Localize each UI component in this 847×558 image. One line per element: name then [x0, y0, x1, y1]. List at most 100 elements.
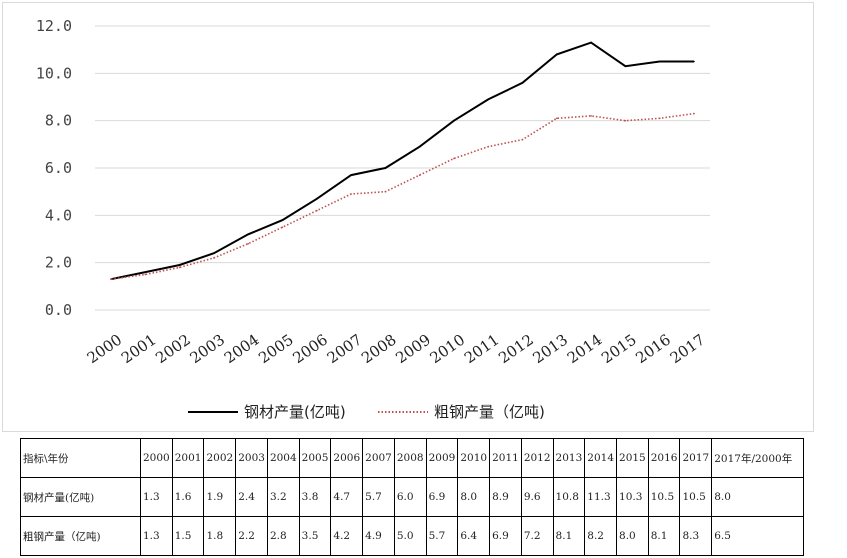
table-cell: 2002: [203, 438, 237, 478]
table-cell: 2001: [171, 438, 205, 478]
data-point-steel-products: [384, 167, 387, 169]
table-cell: 2017: [679, 438, 713, 478]
table-row: 粗钢产量（亿吨) 1.3 1.5 1.8 2.2 2.8 3.5 4.2 4.9 5.0 5.7 6.…: [20, 516, 805, 556]
data-point-crude-steel: [487, 145, 490, 148]
data-point-crude-steel: [384, 190, 387, 193]
data-point-steel-products: [521, 82, 524, 84]
data-table: 指标\年份 2000 2001 2002 2003 2004 2005 2006 2007 200…: [20, 438, 805, 556]
table-cell: 3.5: [298, 516, 332, 556]
table-cell: 2.2: [235, 516, 268, 556]
x-tick-label: 2006: [289, 331, 331, 368]
data-point-steel-products: [144, 271, 147, 273]
table-cell: 6.5: [711, 516, 805, 556]
table-cell: 2010: [457, 438, 491, 478]
table-cell: 2.8: [266, 516, 300, 556]
table-cell: 11.3: [584, 477, 618, 517]
table-cell: 8.0: [711, 477, 805, 517]
table-cell: 2012: [520, 438, 554, 478]
data-point-crude-steel: [213, 257, 215, 259]
y-tick-label: 0.0: [45, 301, 72, 319]
table-cell: 2013: [552, 438, 586, 478]
legend-label: 粗钢产量（亿吨): [434, 403, 545, 421]
data-point-crude-steel: [658, 117, 661, 120]
series-line-steel-products: [110, 41, 694, 281]
x-tick-label: 2002: [152, 331, 194, 368]
x-tick-label: 2004: [221, 331, 263, 368]
data-point-crude-steel: [590, 115, 592, 117]
table-cell: 2008: [393, 438, 427, 478]
table-cell: 6.9: [425, 477, 459, 517]
table-cell: 2011: [489, 438, 522, 478]
data-point-crude-steel: [624, 119, 627, 122]
table-cell: 钢材产量(亿吨): [20, 477, 141, 517]
table-cell: 3.2: [266, 477, 300, 517]
x-tick-label: 2008: [358, 331, 400, 368]
x-tick-label: 2005: [255, 331, 297, 368]
x-tick-label: 2003: [187, 331, 229, 368]
y-tick-label: 4.0: [45, 206, 72, 224]
table-cell: 8.3: [679, 516, 713, 556]
x-tick-label: 2012: [495, 331, 537, 368]
x-tick-label: 2007: [324, 331, 366, 368]
data-point-steel-products: [453, 119, 455, 122]
table-cell: 6.0: [393, 477, 427, 517]
y-tick-label: 8.0: [45, 112, 72, 130]
data-point-steel-products: [350, 174, 352, 176]
data-point-steel-products: [178, 264, 181, 266]
table-cell: 9.6: [520, 477, 554, 517]
data-point-steel-products: [556, 53, 558, 56]
table-cell: 2017年/2000年: [711, 438, 805, 478]
table-cell: 5.0: [393, 516, 427, 556]
table-cell: 2014: [584, 438, 618, 478]
data-point-steel-products: [315, 197, 318, 200]
data-point-steel-products: [658, 60, 661, 63]
table-cell: 8.1: [552, 516, 586, 556]
data-point-crude-steel: [693, 112, 695, 115]
table-cell: 10.8: [552, 477, 586, 517]
table-cell: 2003: [235, 438, 268, 478]
series-line-crude-steel: [110, 112, 695, 280]
x-tick-label: 2000: [84, 331, 126, 368]
table-cell: 10.5: [679, 477, 713, 517]
data-point-crude-steel: [281, 226, 284, 228]
data-point-crude-steel: [556, 117, 558, 120]
data-point-steel-products: [590, 41, 592, 44]
data-point-crude-steel: [315, 209, 318, 212]
data-point-steel-products: [213, 252, 215, 254]
table-cell: 1.3: [140, 516, 173, 556]
table-cell: 1.5: [171, 516, 205, 556]
line-chart: 0.02.04.06.08.010.012.020002001200220032…: [36, 17, 710, 421]
y-tick-label: 2.0: [45, 254, 72, 272]
table-cell: 8.0: [616, 516, 649, 556]
x-tick-label: 2011: [461, 331, 503, 368]
table-cell: 8.1: [647, 516, 681, 556]
y-tick-label: 10.0: [36, 64, 72, 82]
table-cell: 2.4: [235, 477, 268, 517]
y-tick-label: 12.0: [36, 17, 72, 35]
data-point-steel-products: [624, 65, 627, 68]
data-point-crude-steel: [521, 138, 524, 141]
x-tick-label: 2014: [564, 331, 606, 368]
table-cell: 1.3: [140, 477, 173, 517]
x-tick-label: 2015: [598, 331, 640, 368]
table-cell: 10.3: [616, 477, 649, 517]
data-point-crude-steel: [110, 278, 112, 281]
table-row: 钢材产量(亿吨) 1.3 1.6 1.9 2.4 3.2 3.8 4.7 5.7 6.0 6.9 8.…: [20, 477, 805, 517]
table-cell: 指标\年份: [20, 438, 141, 478]
table-cell: 7.2: [520, 516, 554, 556]
x-tick-label: 2017: [667, 331, 709, 368]
table-cell: 1.8: [203, 516, 237, 556]
data-point-steel-products: [693, 60, 695, 63]
table-cell: 粗钢产量（亿吨): [20, 516, 141, 556]
table-cell: 8.9: [489, 477, 522, 517]
x-tick-label: 2013: [530, 331, 572, 368]
data-point-crude-steel: [247, 242, 249, 245]
table-cell: 1.9: [203, 477, 237, 517]
table-cell: 8.0: [457, 477, 491, 517]
table-cell: 2007: [362, 438, 395, 478]
table-cell: 4.7: [330, 477, 364, 517]
data-point-steel-products: [418, 145, 421, 148]
x-tick-label: 2010: [427, 331, 469, 368]
table-cell: 6.4: [457, 516, 491, 556]
data-point-steel-products: [281, 219, 284, 221]
